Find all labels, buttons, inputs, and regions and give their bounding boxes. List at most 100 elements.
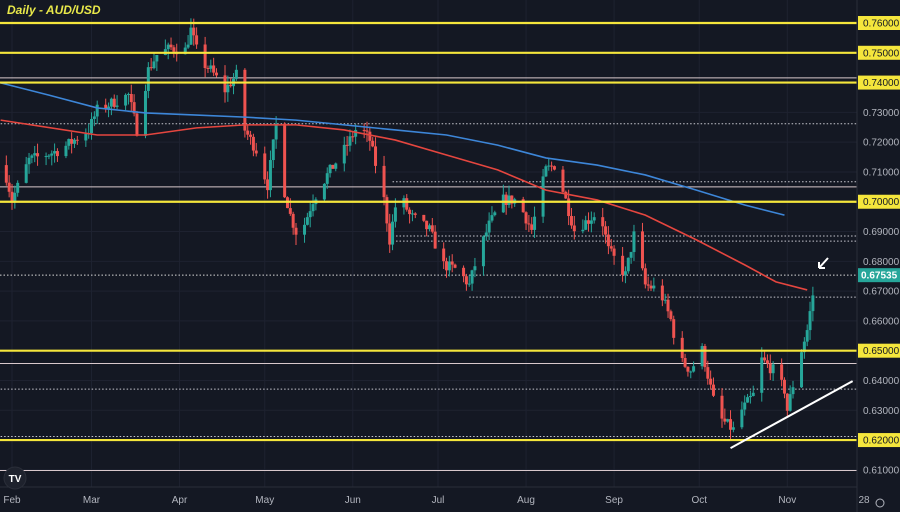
candle-body [152,61,156,69]
candle-body [686,366,690,372]
candle-body [592,217,596,221]
candle-body [791,387,795,395]
candle-body [50,153,54,156]
candle-body [507,195,511,205]
candle-body [368,131,372,141]
settings-gear-icon[interactable] [875,498,885,508]
candle-body [632,231,636,253]
candle-body [811,295,815,312]
time-tick-label: May [255,495,274,506]
candle-body [112,98,116,107]
candle-body [7,182,11,192]
candle-body [243,69,247,131]
time-tick-label: Feb [3,495,21,506]
candle-body [84,133,88,141]
candle-body [72,139,76,144]
candle-body [601,217,605,227]
candle-body [510,195,514,204]
candle-body [788,394,792,411]
candle-body [524,212,528,224]
candle-body [107,106,111,109]
candle-body [206,68,210,70]
candle-body [470,270,474,284]
price-tick-label: 0.76000 [863,19,900,30]
arrow-annotation-icon [818,257,829,269]
candles [4,18,815,440]
candle-body [246,130,250,135]
candle-body [266,179,270,191]
candle-body [374,146,378,166]
price-tick-label: 0.62000 [863,436,900,447]
candle-body [166,44,170,50]
candle-body [223,75,227,93]
candle-body [547,165,551,167]
candle-body [391,221,395,245]
candle-body [587,220,591,224]
candle-body [345,144,349,146]
candle-body [413,213,417,215]
moving-average-line [0,82,785,216]
candle-body [609,246,613,249]
current-price-label: 0.67535 [861,271,898,282]
candle-body [385,197,389,224]
price-tick-label: 0.74000 [863,78,900,89]
price-tick-label: 0.68000 [863,257,900,268]
candle-body [808,311,812,331]
candle-body [36,153,40,157]
chart-title: Daily - AUD/USD [7,3,101,17]
candle-body [70,139,74,144]
candle-body [552,166,556,170]
candle-body [481,236,485,267]
candle-body [283,123,287,198]
time-tick-label: Oct [691,495,707,506]
time-tick-label: 28 [858,495,870,506]
candle-body [214,72,218,76]
candle-body [305,217,309,225]
candle-body [115,105,119,107]
candle-body [365,130,369,132]
candle-body [325,173,329,184]
price-tick-label: 0.75000 [863,48,900,59]
candle-body [467,283,471,285]
candle-body [544,166,548,177]
candle-body [24,164,28,183]
candle-body [706,367,710,379]
candle-body [354,129,358,137]
candle-body [692,366,696,372]
candle-body [763,357,767,361]
candle-body [334,163,338,169]
candle-body [672,319,676,338]
candle-body [55,151,59,157]
candle-body [351,136,355,138]
candle-body [640,231,644,269]
time-tick-label: Jun [345,495,361,506]
candle-body [311,204,315,212]
candle-body [703,346,707,368]
current-price-badge [858,268,900,283]
candle-body [263,153,267,180]
candle-body [666,299,670,312]
candle-body [422,214,426,221]
candle-body [462,267,466,277]
candle-body [663,299,667,301]
candle-body [254,150,258,154]
time-tick-label: Mar [83,495,101,506]
candle-body [533,216,537,230]
candle-body [268,160,272,191]
candle-body [700,346,704,367]
candle-body [104,104,108,109]
candle-body [487,220,491,233]
candle-body [388,223,392,245]
candle-body [740,409,744,428]
candle-body [271,139,275,161]
time-tick-label: Apr [172,495,188,506]
candle-body [473,266,477,271]
candle-body [189,27,193,45]
candle-body [589,220,593,224]
candle-body [541,176,545,217]
candle-body [95,104,99,117]
candle-body [291,213,295,228]
candle-body [646,284,650,286]
candle-body [30,155,34,158]
